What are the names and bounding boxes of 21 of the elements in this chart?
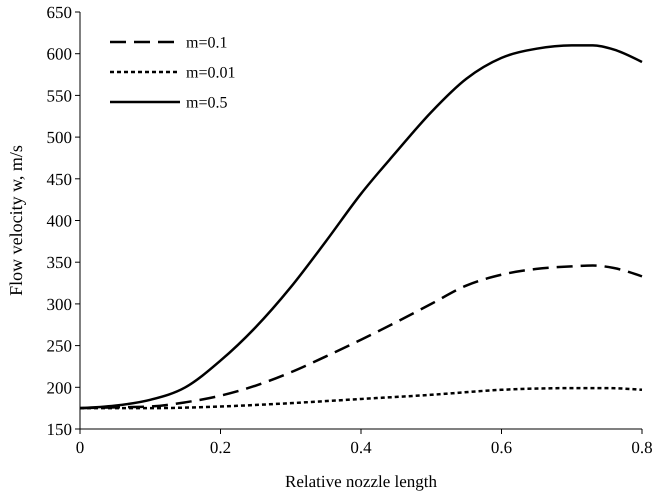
y-tick-label: 400 — [46, 211, 72, 230]
legend-label: m=0.01 — [186, 64, 236, 82]
y-tick-label: 250 — [46, 336, 72, 356]
y-tick-label: 350 — [46, 253, 72, 272]
y-tick-label: 150 — [46, 420, 72, 439]
y-tick-label: 600 — [46, 44, 72, 64]
y-tick-label: 200 — [46, 378, 72, 398]
x-tick-label: 0 — [76, 438, 84, 457]
y-tick-label: 550 — [46, 86, 72, 106]
y-tick-label: 500 — [46, 128, 72, 148]
x-tick-label: 0.8 — [631, 438, 653, 457]
legend-label: m=0.1 — [186, 34, 228, 52]
x-axis-title: Relative nozzle length — [285, 472, 438, 491]
x-tick-label: 0.6 — [490, 438, 512, 457]
x-tick-label: 0.2 — [210, 438, 232, 457]
legend-label: m=0.5 — [186, 94, 228, 112]
y-tick-label: 300 — [46, 294, 72, 314]
x-tick-label: 0.4 — [350, 438, 372, 457]
y-tick-label: 450 — [46, 170, 72, 189]
y-tick-label: 650 — [46, 2, 72, 22]
y-axis-title: Flow velocity w, m/s — [6, 145, 26, 296]
